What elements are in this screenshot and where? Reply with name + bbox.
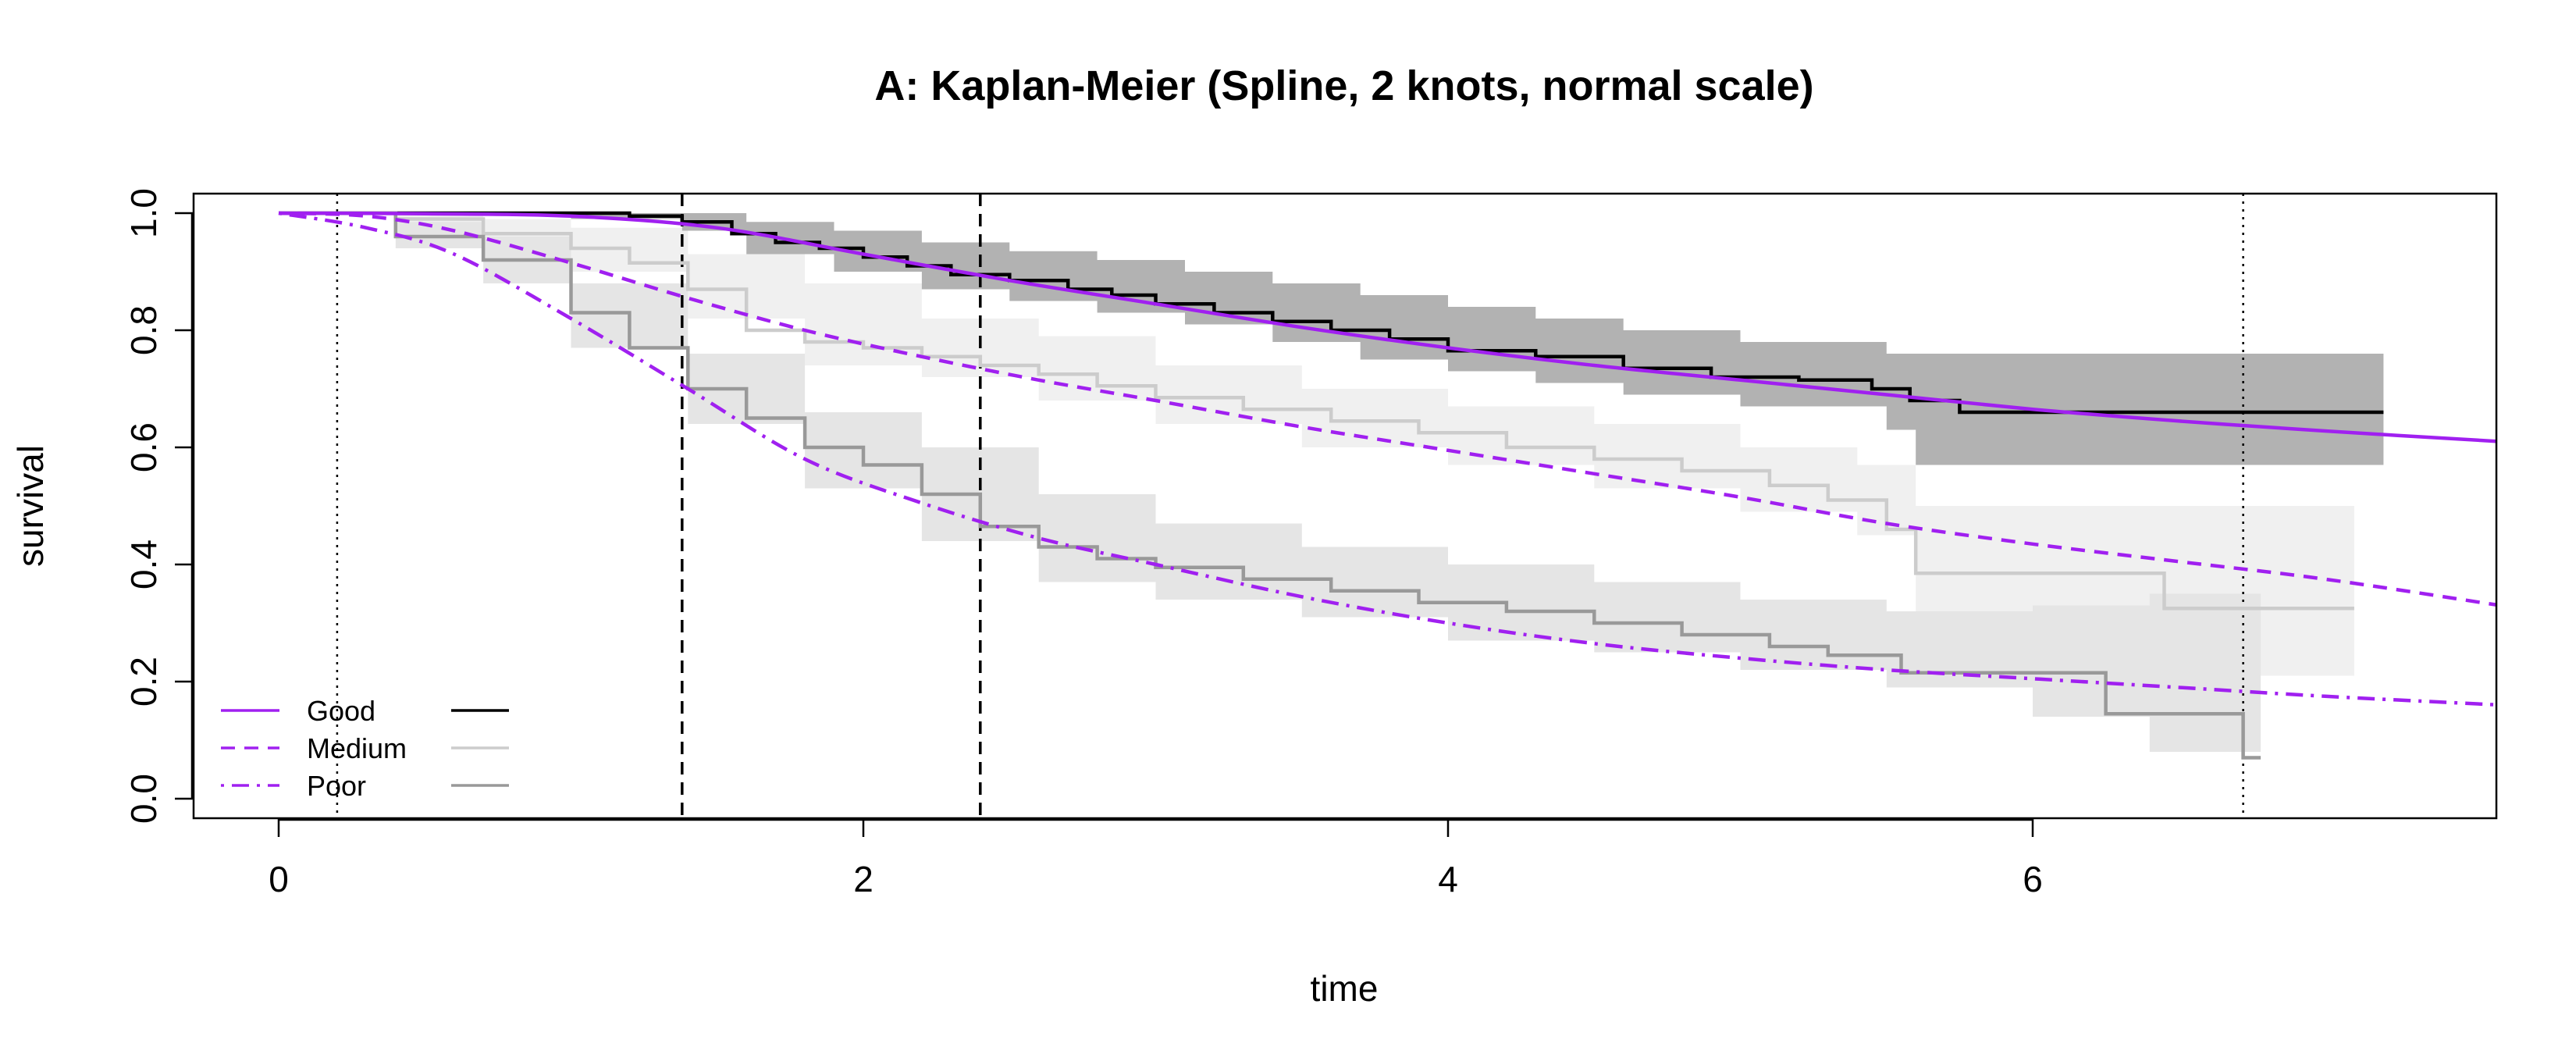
legend-label: Poor [307, 770, 366, 802]
band-poor [279, 213, 2261, 787]
x-tick-label: 4 [1438, 859, 1458, 899]
x-axis: 0 2 4 6 [269, 818, 2043, 899]
band-good [279, 213, 2384, 465]
y-tick-label: 0.6 [123, 422, 164, 472]
y-tick-label: 0.0 [123, 774, 164, 824]
x-tick-label: 2 [853, 859, 873, 899]
x-tick-label: 0 [269, 859, 289, 899]
x-tick-label: 6 [2023, 859, 2043, 899]
y-axis: 0.0 0.2 0.4 0.6 0.8 1.0 [123, 188, 194, 824]
chart-title: A: Kaplan-Meier (Spline, 2 knots, normal… [874, 62, 1813, 109]
band-medium [279, 213, 2354, 676]
y-tick-label: 0.4 [123, 539, 164, 589]
confidence-bands [279, 213, 2384, 787]
spline-curves [278, 211, 2496, 707]
legend-label: Good [307, 695, 375, 727]
y-tick-label: 1.0 [123, 188, 164, 238]
spline-curve-poor [278, 211, 2496, 707]
plot-frame [192, 192, 2498, 820]
km-curve-medium [279, 211, 2354, 611]
spline-curve-medium [278, 211, 2496, 607]
x-axis-label: time [1311, 968, 1379, 1009]
y-tick-label: 0.2 [123, 657, 164, 707]
y-tick-label: 0.8 [123, 305, 164, 355]
y-axis-label: survival [10, 445, 51, 567]
legend-label: Medium [307, 732, 407, 764]
legend: Good Medium Poor [221, 695, 509, 802]
spline-curve-good [278, 211, 2496, 443]
km-curve-poor [279, 211, 2261, 760]
